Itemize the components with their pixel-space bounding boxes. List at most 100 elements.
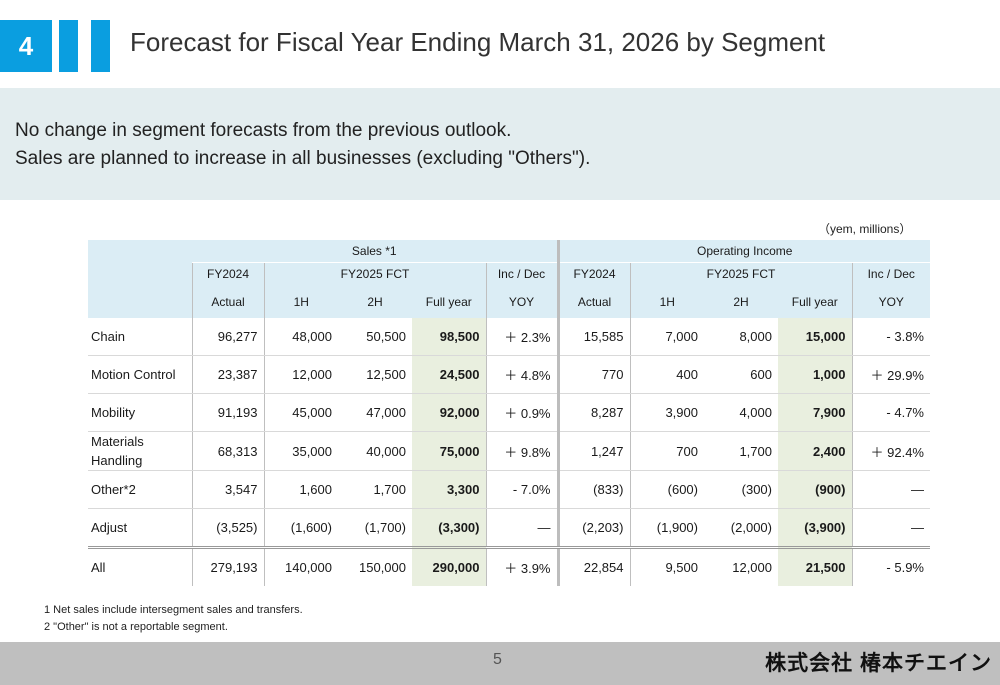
sales-yoy: ＋ 3.9%: [485, 546, 560, 586]
oi-actual: (833): [558, 470, 630, 509]
sales-actual: 68,313: [191, 431, 264, 471]
header-fct: FY2025 FCT: [629, 262, 852, 285]
accent-bar: [91, 20, 110, 72]
oi-2h: 1,700: [704, 431, 778, 471]
oi-actual: 8,287: [558, 393, 630, 432]
row-label: Adjust: [91, 520, 128, 535]
header-incdec: Inc / Dec: [485, 262, 560, 285]
header-1h: 1H: [263, 285, 338, 318]
oi-full-year: (900): [778, 470, 852, 509]
oi-2h: (2,000): [730, 520, 772, 535]
sales-actual: 3,547: [191, 470, 264, 509]
footer-bar: 5 株式会社 椿本チエイン: [0, 642, 1000, 685]
oi-actual: 22,854: [558, 546, 630, 586]
sales-actual: 96,277: [191, 318, 264, 356]
sales-yoy: ＋ 4.8%: [485, 355, 560, 394]
table-row: Other*2 3,547 1,600 1,700 3,300 - 7.0% (…: [88, 470, 930, 509]
oi-yoy: ＋ 29.9%: [851, 355, 930, 394]
table-row: Materials Handling 68,313 35,000 40,000 …: [88, 431, 930, 471]
header-fct: FY2025 FCT: [263, 262, 486, 285]
oi-full-year: 21,500: [778, 546, 852, 586]
oi-yoy: - 3.8%: [851, 318, 930, 356]
sales-yoy: ＋ 0.9%: [485, 393, 560, 432]
row-label: Other*2: [88, 470, 192, 509]
sales-yoy: —: [485, 508, 560, 548]
sales-actual: 91,193: [191, 393, 264, 432]
header-operating-income: Operating Income: [558, 240, 930, 263]
page-title: Forecast for Fiscal Year Ending March 31…: [130, 27, 826, 57]
oi-yoy: - 4.7%: [851, 393, 930, 432]
sales-1h: 45,000: [263, 393, 338, 432]
header-2h: 2H: [338, 285, 412, 318]
oi-1h: (600): [629, 470, 704, 509]
sales-full-year: 24,500: [412, 355, 486, 394]
oi-2h: 8,000: [704, 318, 778, 356]
header-sales: Sales *1: [192, 240, 560, 263]
header-actual: Actual: [191, 285, 264, 318]
sales-1h: 35,000: [263, 431, 338, 471]
oi-yoy: - 5.9%: [851, 546, 930, 586]
oi-1h: 700: [629, 431, 704, 471]
sales-2h: 150,000: [338, 546, 412, 586]
sales-2h: 50,500: [338, 318, 412, 356]
page-number: 5: [493, 651, 502, 668]
table-row: Chain 96,277 48,000 50,500 98,500 ＋ 2.3%…: [88, 318, 930, 356]
oi-actual: (2,203): [582, 520, 624, 535]
header-yoy: YOY: [485, 285, 560, 318]
table-row: Adjust (3,525) (1,600) (1,700) (3,300) —…: [88, 508, 930, 548]
company-logo: 株式会社 椿本チエイン: [765, 652, 992, 675]
sales-actual: 279,193: [191, 546, 264, 586]
oi-actual: 15,585: [558, 318, 630, 356]
sales-2h: 1,700: [338, 470, 412, 509]
sales-full-year: 75,000: [412, 431, 486, 471]
header-yoy: YOY: [851, 285, 930, 318]
header-cell: [88, 262, 192, 285]
oi-2h: 12,000: [704, 546, 778, 586]
accent-bar: [59, 20, 78, 72]
oi-2h: 4,000: [704, 393, 778, 432]
header-full-year: Full year: [412, 285, 486, 318]
oi-actual: 1,247: [558, 431, 630, 471]
sales-actual: 23,387: [191, 355, 264, 394]
oi-1h: 3,900: [629, 393, 704, 432]
forecast-table: Sales *1 Operating Income FY2024 FY2025 …: [88, 240, 930, 586]
sales-yoy: ＋ 2.3%: [485, 318, 560, 356]
header-incdec: Inc / Dec: [851, 262, 930, 285]
row-label: Motion Control: [88, 355, 192, 394]
oi-1h: 9,500: [629, 546, 704, 586]
oi-yoy: —: [851, 508, 930, 548]
unit-note: （yem, millions）: [818, 222, 912, 236]
oi-full-year: (3,900): [778, 508, 852, 548]
oi-1h: 400: [629, 355, 704, 394]
summary-line-1: No change in segment forecasts from the …: [15, 120, 512, 141]
row-label: Chain: [88, 318, 192, 356]
oi-full-year: 2,400: [778, 431, 852, 471]
header-fy2024: FY2024: [558, 262, 630, 285]
sales-2h: 12,500: [338, 355, 412, 394]
sales-full-year: 3,300: [412, 470, 486, 509]
header-cell: [88, 285, 192, 318]
header-cell: [88, 240, 192, 263]
sales-1h: (1,600): [263, 508, 338, 548]
row-label: Mobility: [88, 393, 192, 432]
oi-2h: 600: [704, 355, 778, 394]
sales-yoy: - 7.0%: [485, 470, 560, 509]
header-row-groups: Sales *1 Operating Income: [88, 240, 930, 263]
sales-full-year: 98,500: [412, 318, 486, 356]
oi-2h: (300): [704, 470, 778, 509]
summary-box: No change in segment forecasts from the …: [0, 88, 1000, 200]
header-row-columns: Actual 1H 2H Full year YOY Actual 1H 2H …: [88, 285, 930, 318]
oi-1h: 7,000: [629, 318, 704, 356]
sales-yoy: ＋ 9.8%: [485, 431, 560, 471]
header-actual: Actual: [558, 285, 630, 318]
oi-actual: 770: [558, 355, 630, 394]
footnote-2: 2 "Other" is not a reportable segment.: [44, 621, 228, 633]
sales-1h: 1,600: [263, 470, 338, 509]
header-1h: 1H: [629, 285, 704, 318]
sales-2h: 47,000: [338, 393, 412, 432]
sales-actual: (3,525): [191, 508, 264, 548]
header-row-periods: FY2024 FY2025 FCT Inc / Dec FY2024 FY202…: [88, 262, 930, 285]
sales-full-year: (3,300): [412, 508, 486, 548]
summary-line-2: Sales are planned to increase in all bus…: [15, 148, 591, 169]
header-full-year: Full year: [778, 285, 852, 318]
